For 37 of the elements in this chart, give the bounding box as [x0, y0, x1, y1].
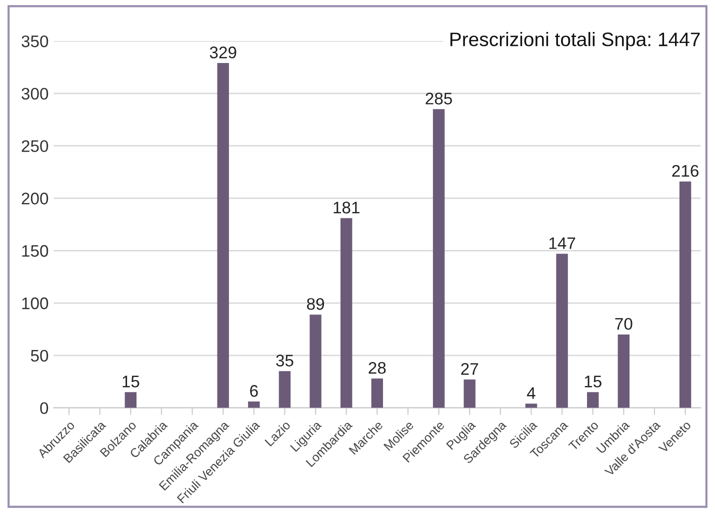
bar: [432, 109, 445, 408]
y-tick-label: 350: [22, 35, 48, 48]
y-tick-label: 50: [30, 350, 48, 362]
data-label: 70: [615, 318, 632, 330]
y-tick-label: 150: [22, 245, 48, 257]
data-label: 6: [250, 385, 258, 397]
bar: [278, 371, 291, 408]
bar: [679, 181, 692, 408]
data-label: 89: [306, 298, 324, 310]
bar: [587, 392, 599, 408]
bar: [556, 254, 568, 408]
data-label: 285: [426, 92, 452, 104]
bar: [371, 378, 384, 408]
data-label: 15: [122, 376, 140, 388]
bar: [310, 314, 322, 408]
data-label: 27: [461, 363, 478, 375]
data-label: 4: [526, 387, 536, 399]
data-label: 15: [584, 376, 602, 388]
y-tick-label: 250: [22, 140, 48, 152]
y-tick-label: 300: [22, 88, 48, 100]
bar: [464, 380, 476, 408]
data-label: 147: [549, 237, 576, 249]
bar: [124, 392, 137, 408]
bar: [248, 402, 260, 408]
y-tick-label: 0: [40, 402, 48, 414]
data-label: 329: [210, 46, 236, 58]
annotation: Prescrizioni totali Snpa: 1447: [450, 32, 700, 50]
y-tick-label: 200: [22, 192, 48, 204]
bar: [217, 63, 229, 408]
bar: [340, 218, 352, 408]
bar: [525, 404, 538, 408]
data-label: 35: [276, 354, 294, 366]
y-tick-label: 100: [22, 297, 48, 310]
data-label: 216: [672, 164, 698, 177]
data-label: 28: [368, 362, 386, 374]
bar: [618, 334, 630, 408]
data-label: 181: [334, 202, 360, 214]
